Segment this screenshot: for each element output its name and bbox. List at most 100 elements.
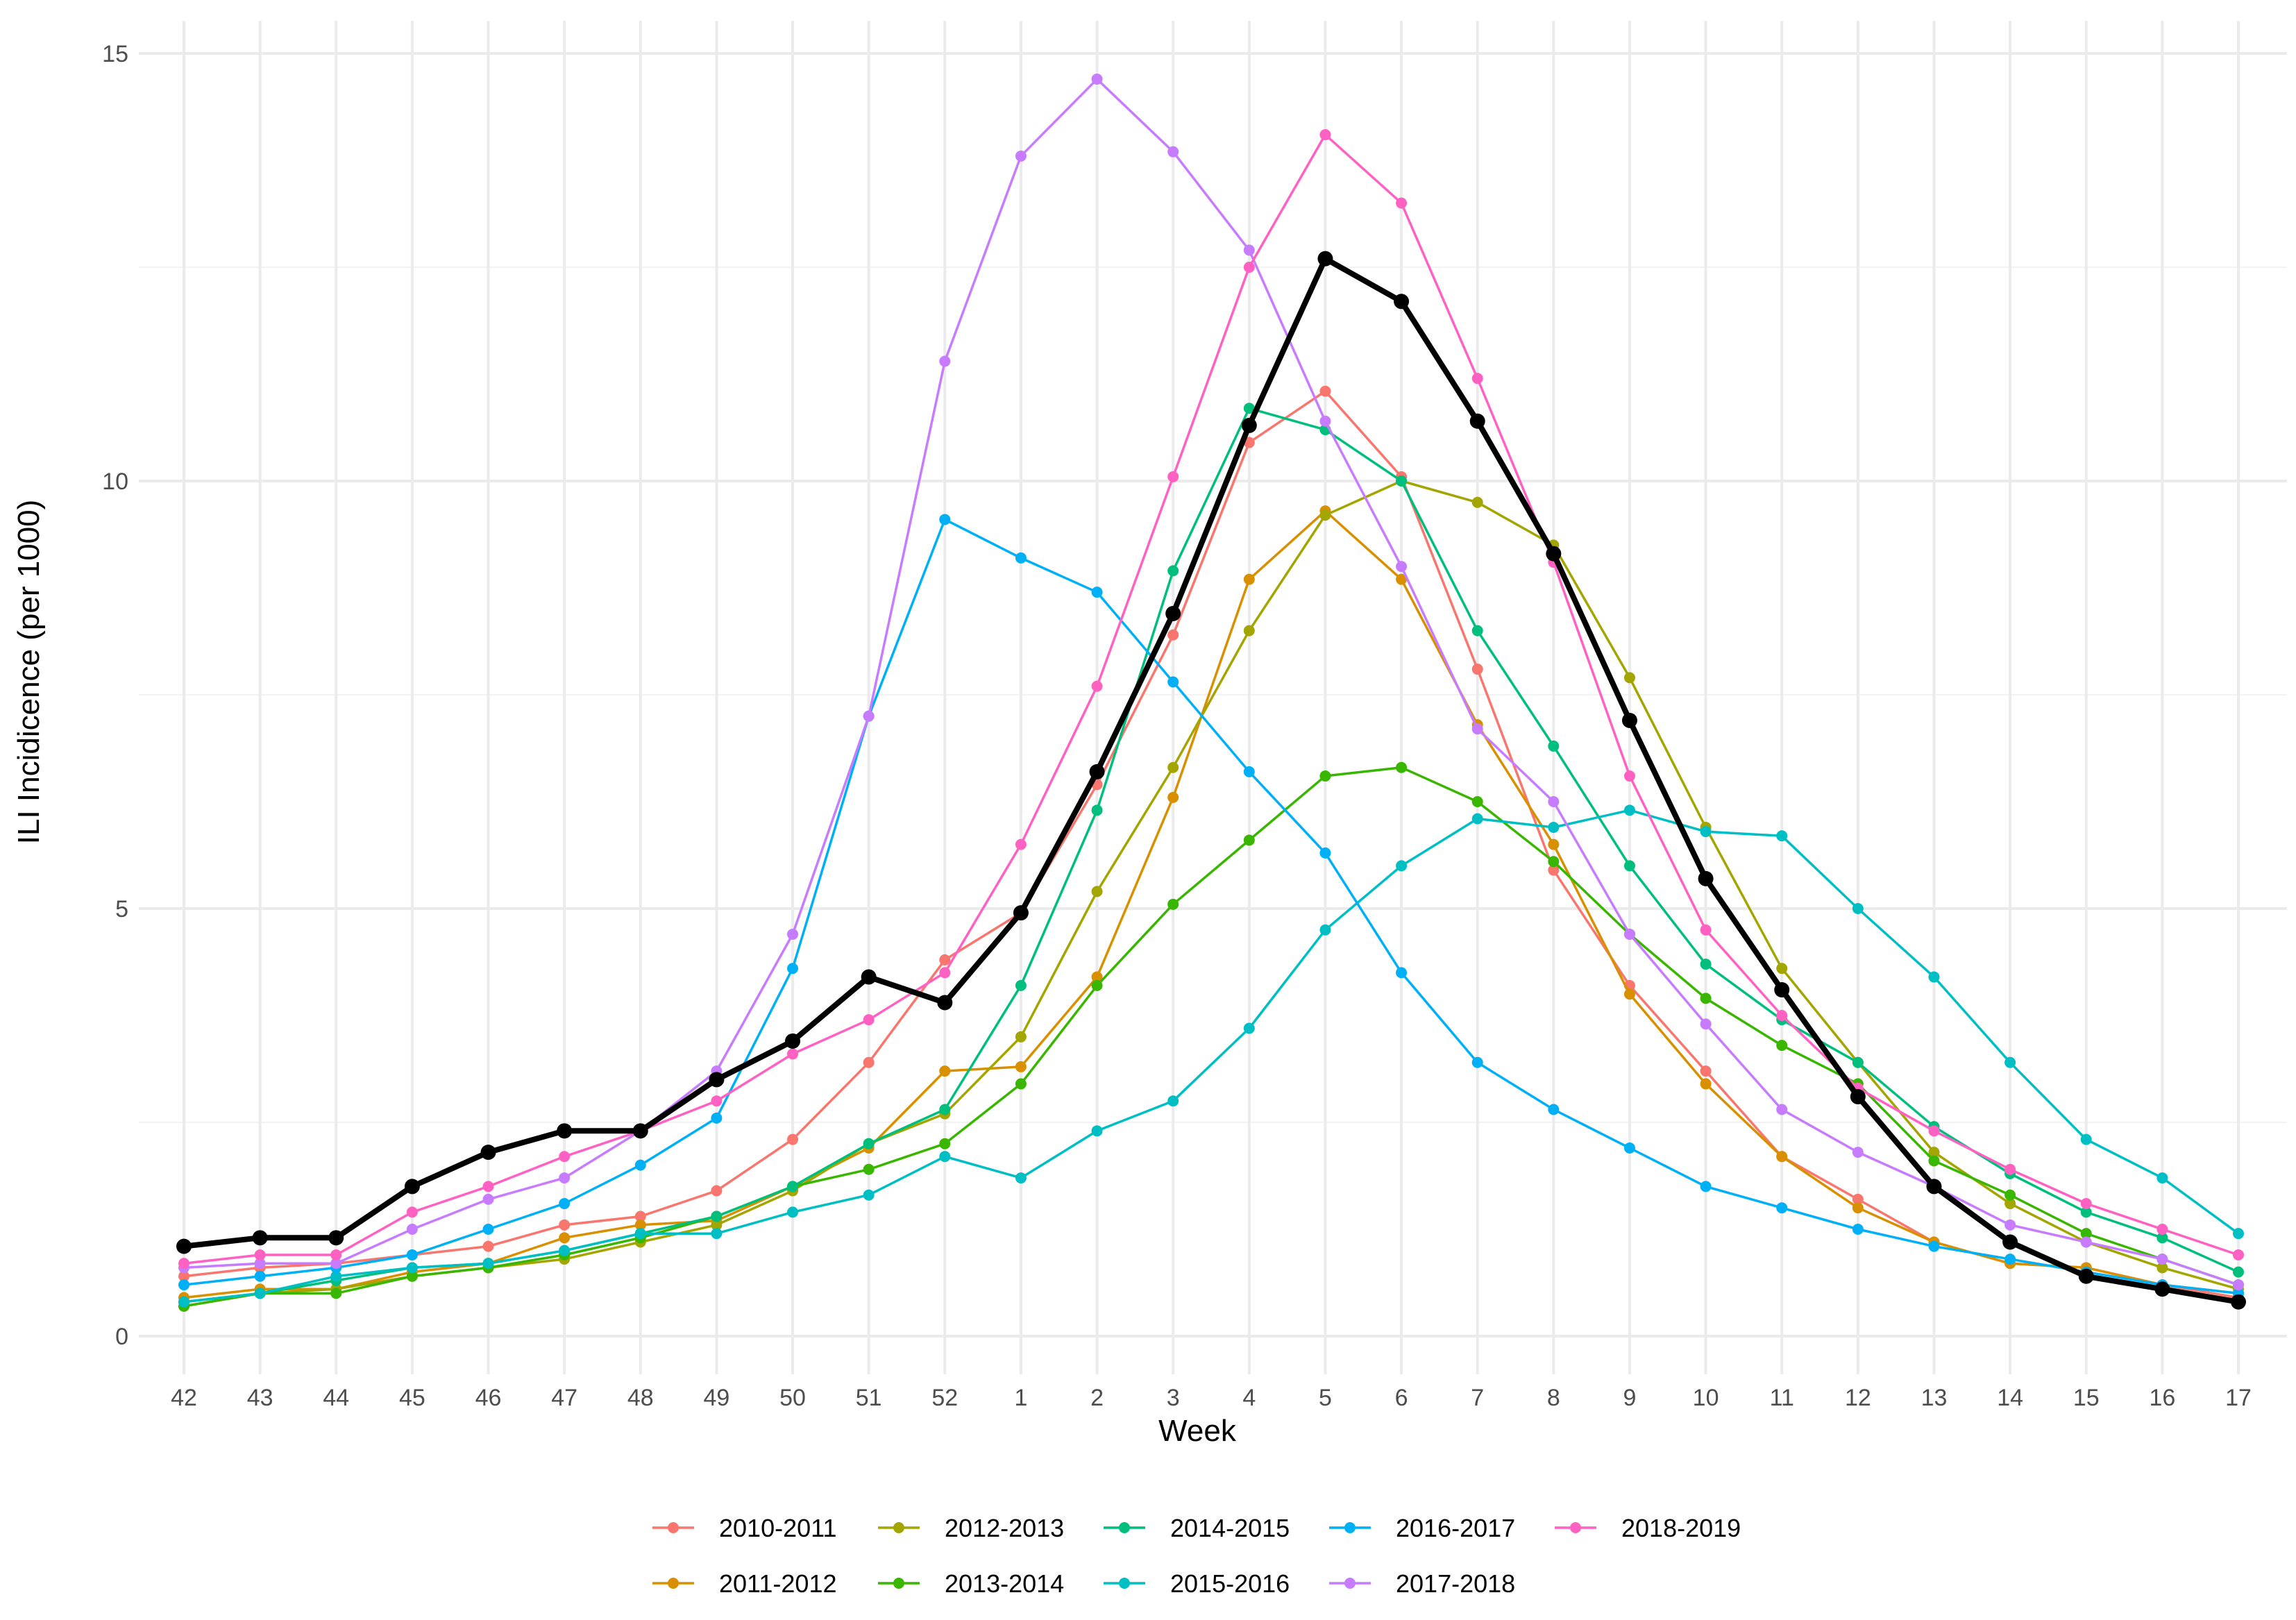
data-point xyxy=(1928,1155,1940,1167)
data-point xyxy=(1700,959,1712,970)
data-point xyxy=(1548,838,1560,850)
data-point xyxy=(1091,886,1103,897)
data-point xyxy=(559,1232,571,1244)
data-point xyxy=(1852,1202,1864,1214)
grid-major xyxy=(139,21,2287,1374)
data-point xyxy=(634,1219,646,1231)
data-point xyxy=(2156,1232,2168,1244)
data-point xyxy=(2004,1163,2016,1175)
data-point xyxy=(1319,129,1331,141)
data-point xyxy=(1471,496,1483,508)
data-point xyxy=(1167,1095,1179,1107)
y-tick-label: 10 xyxy=(102,469,128,495)
legend-item-2016-2017: 2016-2017 xyxy=(1329,1514,1515,1542)
data-point xyxy=(1394,294,1410,310)
data-point xyxy=(1167,898,1179,910)
data-point xyxy=(939,355,951,367)
x-tick-label: 49 xyxy=(703,1385,729,1411)
data-point xyxy=(406,1224,418,1235)
y-tick-labels: 0 5 10 15 xyxy=(102,41,128,1350)
data-point xyxy=(2004,1219,2016,1231)
data-point xyxy=(1243,1022,1255,1034)
data-point xyxy=(2078,1268,2094,1284)
data-point xyxy=(1471,664,1483,675)
x-tick-label: 51 xyxy=(856,1385,882,1411)
data-point xyxy=(1700,826,1712,838)
data-point xyxy=(1167,629,1179,641)
data-point xyxy=(1776,1010,1788,1021)
data-point xyxy=(787,963,799,974)
data-point xyxy=(559,1219,571,1231)
x-tick-label: 17 xyxy=(2225,1385,2252,1411)
legend-key-point xyxy=(893,1522,904,1533)
x-tick-label: 46 xyxy=(475,1385,502,1411)
data-point xyxy=(1471,796,1483,807)
data-point xyxy=(1776,1151,1788,1163)
legend-item-2010-2011: 2010-2011 xyxy=(652,1514,837,1542)
data-point xyxy=(1167,146,1179,158)
data-point xyxy=(1774,982,1790,998)
data-point xyxy=(1015,150,1027,162)
data-point xyxy=(939,954,951,965)
data-point xyxy=(2156,1172,2168,1184)
x-axis-title: Week xyxy=(1158,1414,1237,1448)
data-point xyxy=(1165,605,1181,621)
data-point xyxy=(2233,1249,2244,1260)
data-point xyxy=(1700,993,1712,1004)
data-point xyxy=(2080,1198,2092,1210)
data-point xyxy=(1623,804,1635,816)
legend-item-2011-2012: 2011-2012 xyxy=(652,1569,837,1598)
data-point xyxy=(1623,860,1635,872)
data-point xyxy=(2233,1266,2244,1278)
legend-item-2013-2014: 2013-2014 xyxy=(878,1569,1064,1598)
data-point xyxy=(1471,373,1483,385)
y-axis-title: ILI Incidicence (per 1000) xyxy=(12,500,46,845)
data-point xyxy=(863,1189,875,1201)
legend-key-point xyxy=(1119,1522,1130,1533)
data-point xyxy=(1015,1172,1027,1184)
data-point xyxy=(1469,413,1485,429)
legend-label: 2011-2012 xyxy=(719,1569,837,1598)
data-point xyxy=(1317,251,1333,267)
legend-key-point xyxy=(668,1522,679,1533)
series-line-2015-2016 xyxy=(183,809,2240,1303)
data-point xyxy=(2080,1206,2092,1218)
data-point xyxy=(1091,680,1103,692)
data-point xyxy=(939,1104,951,1115)
data-point xyxy=(406,1206,418,1218)
data-point xyxy=(1396,475,1408,487)
data-point xyxy=(176,1238,192,1254)
data-point xyxy=(2233,1279,2244,1291)
data-point xyxy=(1091,979,1103,991)
data-point xyxy=(1623,1142,1635,1154)
legend-label: 2010-2011 xyxy=(719,1514,837,1542)
data-point xyxy=(1243,262,1255,273)
data-point xyxy=(1396,573,1408,585)
data-point xyxy=(1319,415,1331,427)
data-point xyxy=(557,1123,573,1139)
data-point xyxy=(1928,1125,1940,1137)
data-point xyxy=(787,1206,799,1218)
legend-item-2018-2019: 2018-2019 xyxy=(1555,1514,1741,1542)
data-point xyxy=(2156,1254,2168,1265)
data-point xyxy=(863,710,875,722)
data-point xyxy=(939,967,951,979)
data-point xyxy=(1471,625,1483,636)
data-point xyxy=(178,1296,189,1308)
data-point xyxy=(482,1240,494,1252)
data-point xyxy=(2004,1056,2016,1068)
legend-item-2017-2018: 2017-2018 xyxy=(1329,1569,1515,1598)
data-point xyxy=(254,1288,266,1299)
data-point xyxy=(863,1163,875,1175)
data-point xyxy=(787,1133,799,1145)
data-point xyxy=(1243,403,1255,414)
x-tick-label: 2 xyxy=(1090,1385,1104,1411)
data-point xyxy=(1167,471,1179,482)
data-point xyxy=(632,1123,648,1139)
data-point xyxy=(1396,561,1408,573)
data-point xyxy=(1776,1202,1788,1214)
data-point xyxy=(1319,385,1331,397)
x-tick-label: 44 xyxy=(323,1385,349,1411)
data-point xyxy=(559,1198,571,1210)
y-tick-label: 5 xyxy=(115,896,128,922)
